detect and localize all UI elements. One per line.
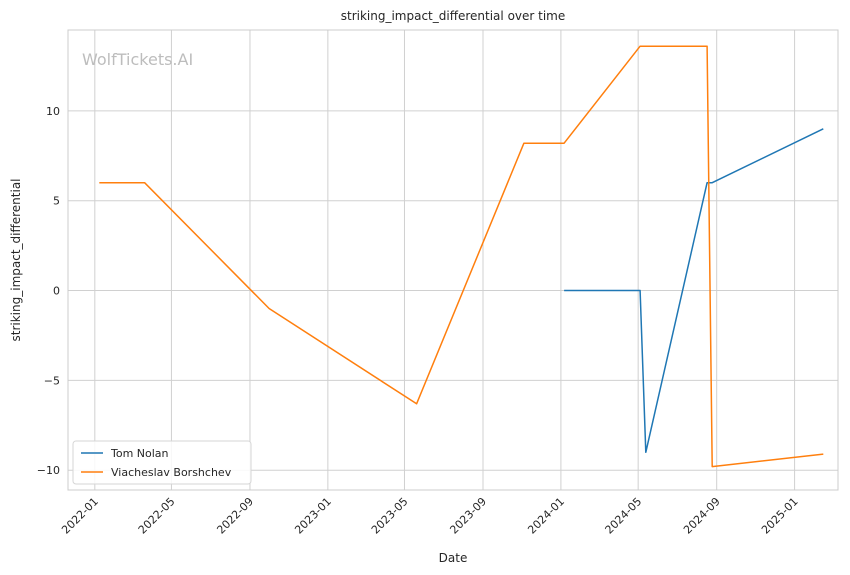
y-tick-label: 10 bbox=[46, 105, 60, 118]
y-tick-label: 5 bbox=[53, 195, 60, 208]
series-line bbox=[564, 128, 824, 454]
x-axis-title: Date bbox=[439, 551, 468, 565]
plot-area bbox=[67, 29, 839, 491]
legend-label: Viacheslav Borshchev bbox=[111, 466, 232, 479]
legend: Tom Nolan Viacheslav Borshchev bbox=[72, 440, 252, 485]
y-tick-labels: −10 −5 0 5 10 bbox=[37, 105, 60, 477]
y-tick-label: 0 bbox=[53, 285, 60, 298]
plot-frame bbox=[67, 29, 839, 491]
series-line bbox=[99, 45, 824, 468]
chart-title: striking_impact_differential over time bbox=[341, 9, 566, 23]
series-lines bbox=[99, 45, 824, 468]
legend-label: Tom Nolan bbox=[110, 447, 169, 460]
watermark: WolfTickets.AI bbox=[82, 50, 193, 69]
y-tick-label: −10 bbox=[37, 464, 60, 477]
plot-background bbox=[68, 30, 838, 490]
legend-box bbox=[72, 440, 252, 485]
y-axis-title: striking_impact_differential bbox=[9, 178, 23, 341]
y-tick-label: −5 bbox=[44, 374, 60, 387]
grid-lines bbox=[68, 30, 838, 490]
